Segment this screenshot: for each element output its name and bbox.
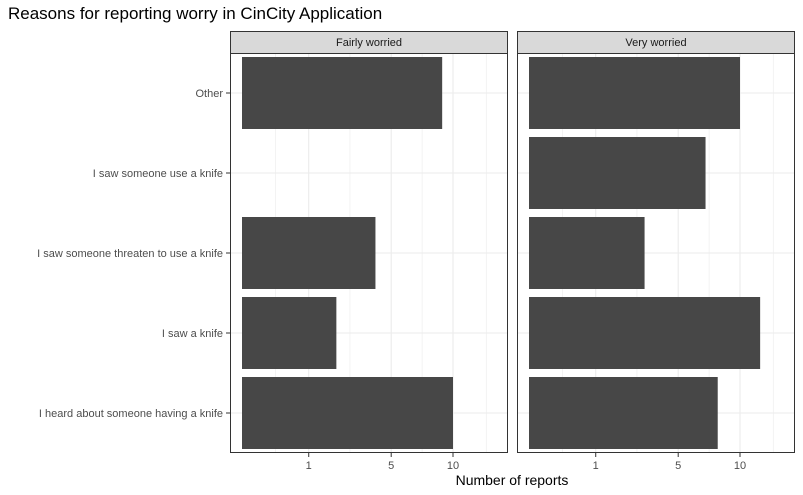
y-tick-label: I heard about someone having a knife bbox=[39, 408, 223, 420]
chart-title: Reasons for reporting worry in CinCity A… bbox=[8, 4, 383, 23]
x-tick-label: 5 bbox=[388, 460, 394, 472]
bar bbox=[529, 297, 761, 369]
y-tick-label: Other bbox=[195, 88, 223, 100]
x-tick-label: 1 bbox=[593, 460, 599, 472]
facet-strip bbox=[230, 31, 508, 54]
y-tick-label: I saw someone threaten to use a knife bbox=[37, 248, 223, 260]
bar bbox=[529, 137, 706, 209]
bar bbox=[529, 57, 740, 129]
y-tick-label: I saw a knife bbox=[162, 328, 223, 340]
facet-label: Very worried bbox=[625, 37, 686, 49]
bar bbox=[242, 57, 443, 129]
bar bbox=[242, 217, 376, 289]
x-axis-title: Number of reports bbox=[456, 472, 569, 488]
bar bbox=[529, 377, 718, 449]
y-tick-label: I saw someone use a knife bbox=[93, 168, 223, 180]
x-tick-label: 10 bbox=[447, 460, 459, 472]
bar bbox=[242, 377, 453, 449]
panel-frames: Fairly worried Very worried bbox=[230, 31, 795, 453]
x-axis: 1 5 10 1 5 10 bbox=[306, 453, 746, 472]
bars bbox=[242, 57, 761, 449]
facet-label: Fairly worried bbox=[336, 37, 402, 49]
x-tick-label: 10 bbox=[734, 460, 746, 472]
bar bbox=[529, 217, 645, 289]
facet-strip bbox=[517, 31, 795, 54]
y-axis: Other I saw someone use a knife I saw some… bbox=[37, 88, 230, 420]
bar bbox=[242, 297, 337, 369]
x-tick-label: 5 bbox=[675, 460, 681, 472]
x-tick-label: 1 bbox=[306, 460, 312, 472]
